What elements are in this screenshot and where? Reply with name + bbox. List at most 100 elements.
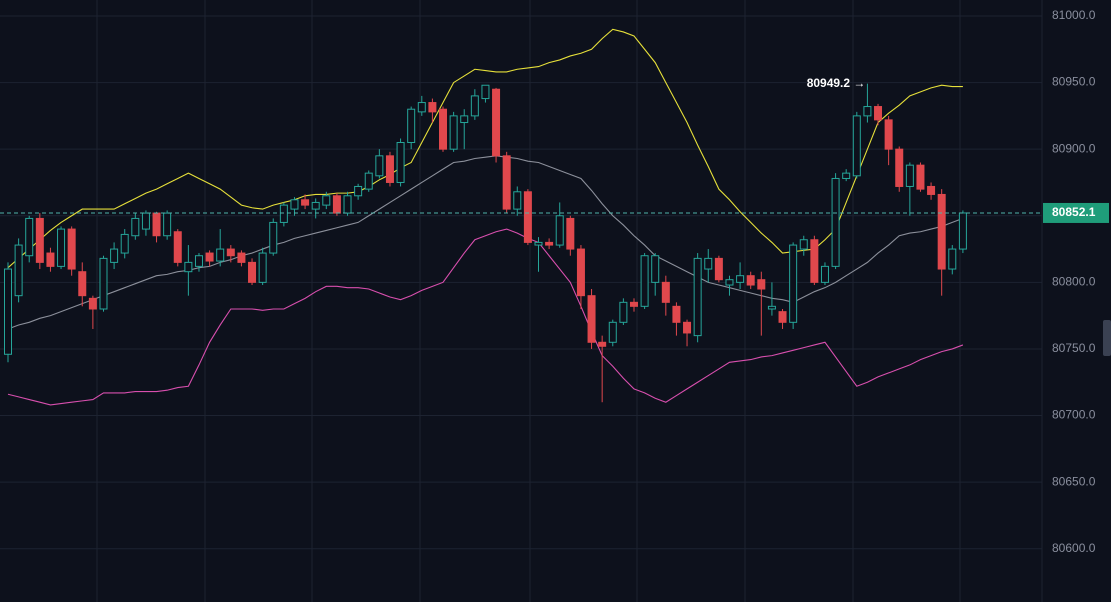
candle-body [714, 257, 723, 281]
candle-body [672, 305, 681, 323]
candle-body [576, 248, 585, 297]
candle-body [948, 248, 957, 270]
candle-body [895, 148, 904, 187]
candle-body [248, 261, 257, 283]
candle-body [767, 305, 776, 310]
candle-body [937, 193, 946, 270]
candle-body [746, 275, 755, 286]
candle-body [279, 204, 288, 223]
candle-body [810, 239, 819, 283]
y-tick-label: 80900.0 [1052, 141, 1096, 155]
candle-body [194, 255, 203, 267]
candle-body [534, 241, 543, 246]
candle-body [619, 301, 628, 323]
candle-body [683, 321, 692, 334]
candle-body [290, 199, 299, 210]
candle-body [566, 217, 575, 250]
y-tick-label: 81000.0 [1052, 8, 1096, 22]
candle-body [470, 95, 479, 117]
candle-body [927, 185, 936, 195]
candle-body [258, 252, 267, 283]
candle-body [852, 115, 861, 177]
candle-body [120, 233, 129, 254]
candle-body [110, 248, 119, 263]
candle-body [958, 212, 967, 250]
y-tick-label: 80750.0 [1052, 341, 1096, 355]
candle-body [460, 115, 469, 124]
candle-body [332, 195, 341, 214]
candle-body [916, 164, 925, 190]
candle-body [704, 257, 713, 270]
candle-body [481, 84, 490, 100]
candle-body [884, 119, 893, 150]
candle-body [608, 321, 617, 343]
band-lower [7, 228, 964, 406]
candle-body [820, 265, 829, 283]
candle-body [428, 102, 437, 113]
candle-body [237, 252, 246, 263]
candle-body [736, 275, 745, 283]
candle-body [545, 241, 554, 246]
candle-body [301, 199, 310, 206]
candle-body [78, 271, 87, 297]
y-tick-label: 80650.0 [1052, 474, 1096, 488]
candle-body [14, 244, 23, 297]
candle-body [502, 155, 511, 210]
candle-body [661, 281, 670, 303]
candle-body [385, 155, 394, 183]
candle-body [555, 215, 564, 246]
candle-body [513, 191, 522, 210]
candle-body [439, 108, 448, 150]
side-tab[interactable] [1103, 320, 1111, 356]
candle-body [57, 228, 66, 267]
candle-body [640, 255, 649, 307]
high-annotation: 80949.2 → [807, 76, 866, 90]
candle-body [831, 177, 840, 267]
candle-body [725, 279, 734, 286]
candle-body [449, 115, 458, 150]
candle-body [905, 164, 914, 187]
candle-body [46, 252, 55, 267]
vertical-grid [96, 0, 961, 602]
candle-body [874, 106, 883, 121]
candle-body [492, 88, 501, 157]
candle-body [216, 248, 225, 262]
candle-body [131, 217, 140, 237]
candle-body [693, 257, 702, 337]
candle-body [778, 311, 787, 323]
y-tick-label: 80700.0 [1052, 408, 1096, 422]
band-middle [7, 155, 964, 330]
candle-body [863, 106, 872, 117]
candle-body [4, 268, 12, 355]
candle-body [25, 217, 34, 257]
candle-body [205, 252, 214, 262]
last-price-label: 80852.1 [1052, 205, 1096, 219]
candle-body [67, 228, 76, 270]
y-tick-label: 80800.0 [1052, 275, 1096, 289]
candle-body [407, 108, 416, 144]
candle-body [354, 185, 363, 197]
candle-body [88, 297, 97, 310]
candle-body [35, 217, 44, 263]
candle-body [417, 102, 426, 113]
candle-body [396, 142, 405, 183]
candle-body [343, 195, 352, 214]
candle-body [842, 172, 851, 179]
candle-body [322, 195, 331, 206]
candle-body [269, 221, 278, 254]
candle-body [598, 341, 607, 347]
candle-body [799, 239, 808, 250]
candle-body [629, 301, 638, 307]
y-tick-label: 80950.0 [1052, 75, 1096, 89]
candle-body [375, 155, 384, 177]
candle-body [587, 295, 596, 343]
candle-body [99, 257, 108, 310]
candle-body [226, 248, 235, 257]
candle-body [651, 255, 660, 283]
y-tick-label: 80600.0 [1052, 541, 1096, 555]
candle-body [173, 231, 182, 263]
candle-body [152, 212, 161, 237]
candle-body [364, 172, 373, 190]
candle-body [141, 212, 150, 230]
